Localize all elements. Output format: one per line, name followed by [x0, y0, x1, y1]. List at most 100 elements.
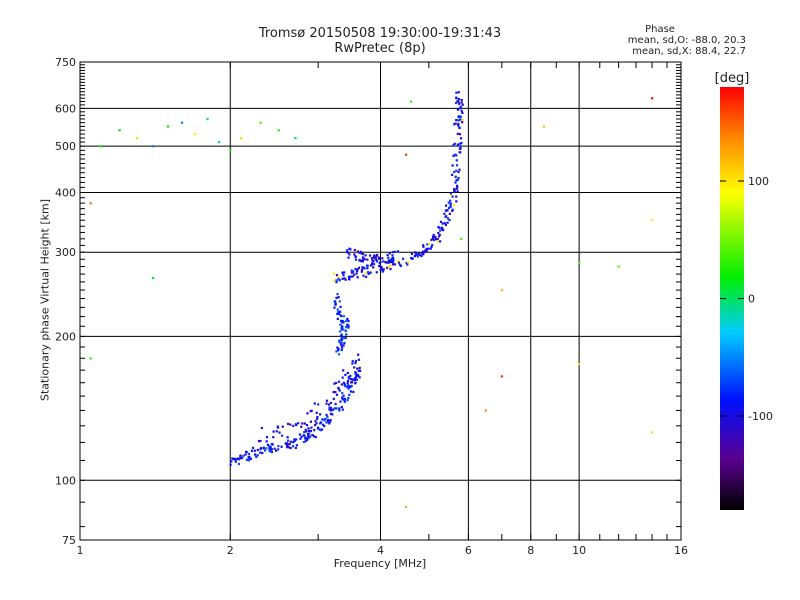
data-point: [280, 445, 283, 448]
data-point: [285, 442, 289, 445]
data-point: [89, 202, 92, 205]
data-point: [347, 384, 350, 387]
data-point: [295, 444, 298, 447]
data-point: [337, 353, 341, 356]
data-point: [342, 337, 345, 340]
x-tick-label-8: 8: [527, 544, 534, 557]
data-point: [410, 256, 413, 260]
data-point: [151, 276, 155, 280]
data-point: [378, 256, 381, 259]
data-point: [500, 289, 504, 292]
data-point: [458, 133, 462, 136]
data-point: [335, 281, 338, 284]
data-point: [375, 260, 379, 263]
data-point: [308, 429, 311, 432]
data-point: [344, 319, 348, 323]
data-point: [434, 237, 437, 241]
data-point: [180, 121, 184, 124]
data-point: [371, 261, 374, 265]
data-point: [439, 220, 443, 223]
data-point: [274, 449, 278, 452]
data-point: [386, 266, 389, 269]
data-point: [314, 420, 317, 423]
data-point: [265, 447, 268, 450]
x-tick-label-16: 16: [674, 544, 688, 557]
data-point: [350, 378, 353, 381]
data-point: [459, 137, 463, 140]
data-point: [285, 444, 289, 447]
data-point: [397, 261, 400, 264]
data-point: [452, 204, 455, 207]
data-point: [335, 407, 338, 410]
data-point: [363, 267, 366, 270]
data-point: [380, 265, 383, 269]
data-point: [430, 245, 433, 248]
data-point: [344, 373, 347, 376]
data-point: [326, 415, 329, 419]
data-point: [345, 333, 348, 336]
data-point: [384, 261, 387, 264]
data-point: [286, 422, 290, 426]
data-point: [449, 202, 452, 205]
data-point: [276, 426, 280, 429]
data-point: [287, 443, 290, 446]
data-point: [409, 100, 412, 103]
data-point: [269, 446, 272, 449]
data-point: [451, 209, 454, 213]
data-point: [300, 425, 303, 428]
data-point: [354, 378, 357, 382]
data-point: [319, 421, 323, 424]
x-tick-label-2: 2: [227, 544, 234, 557]
data-point: [385, 261, 389, 264]
data-point: [372, 260, 375, 263]
y-tick-label-500: 500: [55, 140, 76, 153]
data-point: [266, 443, 270, 446]
data-point: [331, 413, 334, 416]
data-point: [455, 169, 458, 172]
data-point: [429, 247, 432, 250]
data-point: [405, 262, 408, 265]
data-point: [438, 226, 441, 229]
data-point: [275, 430, 278, 433]
data-point: [422, 253, 425, 256]
data-point: [336, 317, 339, 320]
data-point: [245, 450, 248, 454]
data-point: [426, 243, 429, 246]
data-point: [351, 360, 354, 363]
data-point: [346, 317, 349, 321]
data-point: [277, 445, 280, 448]
data-point: [342, 274, 345, 277]
data-point: [406, 263, 409, 266]
data-point: [349, 275, 352, 278]
data-point: [340, 319, 343, 323]
data-point: [264, 449, 267, 452]
data-point: [444, 204, 448, 207]
data-point: [348, 278, 351, 281]
data-point: [348, 253, 351, 256]
data-point: [381, 257, 384, 260]
data-point: [387, 265, 390, 269]
data-point: [311, 433, 314, 437]
data-point: [453, 188, 456, 191]
data-point: [239, 454, 242, 457]
data-point: [312, 435, 316, 438]
data-point: [458, 168, 461, 171]
data-point: [307, 427, 310, 430]
data-point: [405, 505, 408, 509]
data-point: [341, 376, 344, 379]
grid-lines: [80, 62, 681, 540]
data-point: [284, 442, 287, 445]
data-point: [314, 423, 317, 427]
data-point: [304, 440, 307, 443]
data-point: [315, 411, 318, 414]
data-point: [346, 371, 349, 375]
data-point: [343, 400, 346, 403]
data-point: [338, 330, 342, 333]
data-point: [448, 212, 451, 215]
data-point: [340, 348, 343, 352]
data-point: [460, 109, 463, 113]
data-point: [268, 448, 271, 451]
data-point: [336, 308, 339, 311]
data-point: [392, 251, 395, 254]
data-point: [288, 442, 291, 446]
